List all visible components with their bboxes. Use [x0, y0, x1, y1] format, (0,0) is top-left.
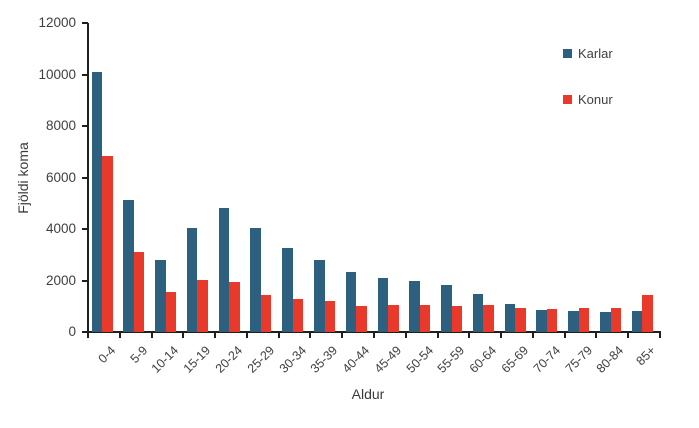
bar-konur-85+ — [642, 295, 653, 332]
x-category-label: 75-79 — [562, 343, 595, 376]
x-tick-mark — [563, 332, 566, 338]
bar-konur-75-79 — [578, 308, 590, 332]
bar-karlar-75-79 — [568, 311, 579, 332]
x-tick-mark — [118, 332, 121, 338]
x-tick-mark — [404, 332, 407, 338]
x-category-label: 5-9 — [127, 343, 150, 366]
x-category-label: 0-4 — [95, 343, 119, 366]
bar-konur-40-44 — [356, 306, 367, 332]
bar-konur-50-54 — [419, 304, 431, 332]
bar-konur-25-29 — [260, 294, 272, 332]
x-category-label: 25-29 — [244, 343, 277, 376]
x-tick-mark — [309, 332, 312, 338]
x-tick-mark — [277, 332, 280, 338]
bar-konur-80-84 — [610, 307, 622, 332]
bar-karlar-55-59 — [441, 284, 452, 332]
bar-konur-20-24 — [229, 281, 240, 332]
bar-konur-45-49 — [388, 305, 399, 332]
bar-karlar-85+ — [631, 310, 643, 332]
bar-karlar-80-84 — [600, 312, 611, 332]
x-tick-mark — [531, 332, 534, 338]
y-tick-label: 6000 — [45, 169, 76, 185]
x-category-label: 40-44 — [339, 343, 373, 376]
x-category-label: 55-59 — [435, 343, 468, 376]
bar-karlar-65-69 — [504, 303, 516, 332]
bar-karlar-45-49 — [377, 278, 389, 332]
y-tick-label: 8000 — [45, 118, 76, 133]
x-category-label: 15-19 — [180, 343, 214, 376]
bar-konur-35-39 — [324, 301, 336, 332]
y-tick-mark — [82, 125, 88, 127]
bar-konur-10-14 — [165, 292, 177, 332]
x-axis-title: Aldur — [351, 386, 385, 402]
x-tick-mark — [150, 332, 153, 338]
x-tick-mark — [373, 332, 375, 338]
x-category-label: 45-49 — [371, 343, 405, 376]
y-tick-mark — [82, 228, 88, 230]
bar-konur-30-34 — [292, 299, 304, 332]
y-tick-label: 4000 — [45, 221, 76, 236]
bar-konur-70-74 — [546, 308, 558, 332]
y-tick-mark — [82, 22, 88, 24]
x-tick-mark — [245, 332, 248, 338]
x-tick-mark — [341, 332, 344, 338]
bar-karlar-70-74 — [536, 309, 547, 332]
x-tick-mark — [214, 332, 217, 338]
x-tick-mark — [182, 332, 185, 338]
bar-konur-0-4 — [102, 156, 113, 332]
bar-karlar-35-39 — [314, 260, 325, 332]
x-category-label: 85+ — [633, 343, 659, 369]
y-tick-label: 0 — [68, 324, 76, 339]
x-category-label: 65-69 — [498, 343, 532, 376]
legend-label: Konur — [578, 91, 613, 107]
x-tick-mark — [627, 332, 630, 338]
bar-konur-5-9 — [133, 251, 145, 332]
bar-karlar-0-4 — [91, 71, 103, 332]
x-category-label: 80-84 — [594, 343, 627, 376]
bar-konur-55-59 — [451, 305, 463, 332]
y-tick-mark — [82, 331, 88, 333]
x-category-label: 20-24 — [212, 343, 246, 376]
x-category-label: 50-54 — [403, 343, 436, 376]
x-tick-mark — [659, 332, 661, 338]
legend-swatch-icon — [563, 94, 572, 104]
legend: Karlar Konur — [563, 44, 613, 136]
y-tick-label: 2000 — [45, 272, 76, 288]
y-tick-mark — [82, 176, 88, 179]
bar-karlar-60-64 — [472, 294, 484, 332]
x-tick-mark — [500, 332, 503, 338]
x-tick-mark — [595, 332, 598, 338]
y-tick-label: 10000 — [38, 66, 76, 82]
bar-karlar-15-19 — [186, 228, 198, 332]
x-tick-mark — [87, 332, 89, 338]
legend-swatch-icon — [563, 48, 572, 58]
x-category-label: 30-34 — [276, 343, 309, 376]
legend-label: Karlar — [578, 45, 613, 61]
y-axis-line — [87, 23, 89, 333]
bar-karlar-20-24 — [218, 208, 230, 332]
bar-karlar-40-44 — [345, 272, 357, 332]
bar-karlar-5-9 — [123, 199, 134, 332]
x-category-label: 10-14 — [149, 343, 182, 376]
x-category-label: 60-64 — [466, 343, 500, 376]
y-tick-mark — [82, 279, 88, 282]
y-tick-mark — [82, 73, 88, 76]
x-tick-mark — [436, 332, 439, 338]
x-tick-mark — [468, 332, 471, 338]
legend-item-karlar: Karlar — [563, 44, 613, 62]
bar-karlar-50-54 — [409, 280, 420, 332]
bar-karlar-10-14 — [155, 259, 166, 332]
bar-karlar-30-34 — [282, 247, 293, 332]
bar-konur-65-69 — [515, 307, 526, 332]
y-tick-label: 12000 — [38, 15, 76, 30]
bar-konur-15-19 — [197, 280, 208, 332]
x-category-label: 35-39 — [308, 343, 341, 376]
bar-karlar-25-29 — [250, 228, 261, 332]
x-category-label: 70-74 — [530, 343, 563, 376]
bar-konur-60-64 — [483, 305, 494, 332]
legend-item-konur: Konur — [563, 90, 613, 108]
